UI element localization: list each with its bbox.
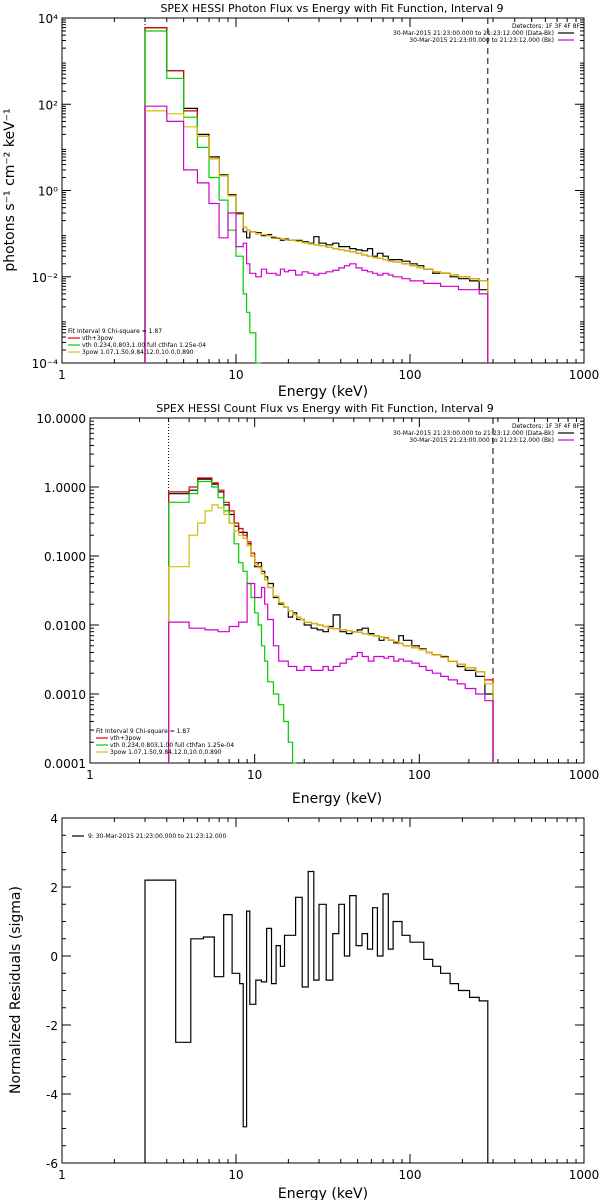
count-flux-x-tick-label: 1 — [86, 768, 94, 782]
residuals-x-tick-label: 1 — [58, 1168, 66, 1182]
photon-flux-y-tick-label: 10² — [38, 98, 58, 112]
photon-flux-x-tick-label: 1000 — [569, 368, 600, 382]
photon-flux-x-tick-label: 1 — [58, 368, 66, 382]
count-flux-y-tick-label: 0.0001 — [44, 757, 86, 771]
photon-flux-series-1 — [144, 27, 489, 363]
count-flux-y-tick-label: 0.1000 — [44, 550, 86, 564]
residuals-ylabel: Normalized Residuals (sigma) — [8, 886, 24, 1094]
residuals-plot-frame — [61, 817, 585, 1164]
count-flux-x-tick-label: 100 — [408, 768, 431, 782]
count-flux-y-tick-label: 0.0010 — [44, 688, 86, 702]
photon-flux-series-3 — [144, 110, 489, 363]
residuals-x-tick-label: 10 — [228, 1168, 243, 1182]
count-flux-fit-legend-entry: 3pow 1.07,1.50,9.84,12.0,10.0,0.890 — [110, 749, 222, 756]
residuals-y-tick-label: 0 — [50, 950, 58, 964]
count-flux-y-tick-label: 10.0000 — [36, 412, 86, 426]
photon-flux-fit-legend-entry: 3pow 1.07,1.50,9.84,12.0,10.0,0.890 — [82, 349, 194, 356]
photon-flux-title: SPEX HESSI Photon Flux vs Energy with Fi… — [160, 2, 503, 15]
count-flux-legend-entry: 30-Mar-2015 21:23:00.000 to 21:23:12.000… — [393, 430, 554, 437]
residuals-y-tick-label: -2 — [46, 1019, 58, 1033]
residuals-x-tick-label: 100 — [399, 1168, 422, 1182]
count-flux-fit-legend-header: Fit Interval 9 Chi-square = 1.87 — [96, 728, 190, 735]
count-flux-series-1 — [168, 477, 494, 763]
residuals-series-0 — [144, 870, 489, 1163]
count-flux-y-tick-label: 1.0000 — [44, 481, 86, 495]
count-flux-series-3 — [168, 504, 494, 763]
photon-flux-ylabel: photons s⁻¹ cm⁻² keV⁻¹ — [2, 108, 18, 271]
count-flux-legend-entry: 30-Mar-2015 21:23:00.000 to 21:23:12.000… — [409, 437, 554, 444]
residuals-panel: 1 10 100 1000 -6 -4 -2 0 2 4 9: 30-Mar-2015 21:23… — [8, 812, 599, 1200]
count-flux-x-tick-label: 1000 — [569, 768, 600, 782]
residuals-y-tick-label: -4 — [46, 1088, 58, 1102]
count-flux-panel: SPEX HESSI Count Flux vs Energy with Fit… — [36, 402, 599, 807]
count-flux-fit-legend-entry: vth 0.234,0.803,1.00 full cthfan 1.25e-0… — [110, 742, 234, 749]
count-flux-x-tick-label: 10 — [247, 768, 262, 782]
count-flux-y-tick-label: 0.0100 — [44, 619, 86, 633]
photon-flux-y-tick-label: 10⁴ — [38, 12, 58, 26]
photon-flux-legend-entry: 30-Mar-2015 21:23:00.000 to 21:23:12.000… — [393, 30, 554, 37]
photon-flux-plot-frame — [61, 17, 585, 364]
photon-flux-y-tick-label: 10⁻² — [32, 271, 59, 285]
count-flux-title: SPEX HESSI Count Flux vs Energy with Fit… — [156, 402, 493, 415]
photon-flux-x-tick-label: 10 — [228, 368, 243, 382]
photon-flux-xlabel: Energy (keV) — [278, 384, 368, 400]
residuals-x-tick-label: 1000 — [569, 1168, 600, 1182]
residuals-y-tick-label: 2 — [50, 881, 58, 895]
count-flux-plot-frame — [89, 417, 585, 764]
residuals-y-tick-label: -6 — [46, 1157, 58, 1171]
count-flux-legend-header: Detectors: 1F 3F 4F 8F — [512, 423, 581, 430]
photon-flux-fit-legend-header: Fit Interval 9 Chi-square = 1.87 — [68, 328, 162, 335]
residuals-xlabel: Energy (keV) — [278, 1186, 368, 1200]
photon-flux-panel: SPEX HESSI Photon Flux vs Energy with Fi… — [2, 2, 599, 400]
photon-flux-y-tick-label: 10⁰ — [38, 185, 58, 199]
photon-flux-series-0 — [144, 27, 489, 363]
count-flux-series-0 — [168, 478, 494, 763]
photon-flux-x-tick-label: 100 — [399, 368, 422, 382]
photon-flux-fit-legend-entry: vth 0.234,0.803,1.00 full cthfan 1.25e-0… — [82, 342, 206, 349]
photon-flux-legend-entry: 30-Mar-2015 21:23:00.000 to 21:23:12.000… — [409, 37, 554, 44]
photon-flux-series-2 — [144, 30, 262, 364]
photon-flux-fit-legend-entry: vth+3pow — [82, 335, 113, 342]
photon-flux-legend-header: Detectors: 1F 3F 4F 8F — [512, 23, 581, 30]
residuals-legend-entry: 9: 30-Mar-2015 21:23:00.000 to 21:23:12.… — [88, 833, 226, 840]
photon-flux-series-4 — [144, 105, 489, 363]
count-flux-series-4 — [168, 582, 494, 763]
photon-flux-y-tick-label: 10⁻⁴ — [32, 357, 59, 371]
count-flux-fit-legend-entry: vth+3pow — [110, 735, 141, 742]
count-flux-xlabel: Energy (keV) — [292, 791, 382, 807]
residuals-y-tick-label: 4 — [50, 812, 58, 826]
